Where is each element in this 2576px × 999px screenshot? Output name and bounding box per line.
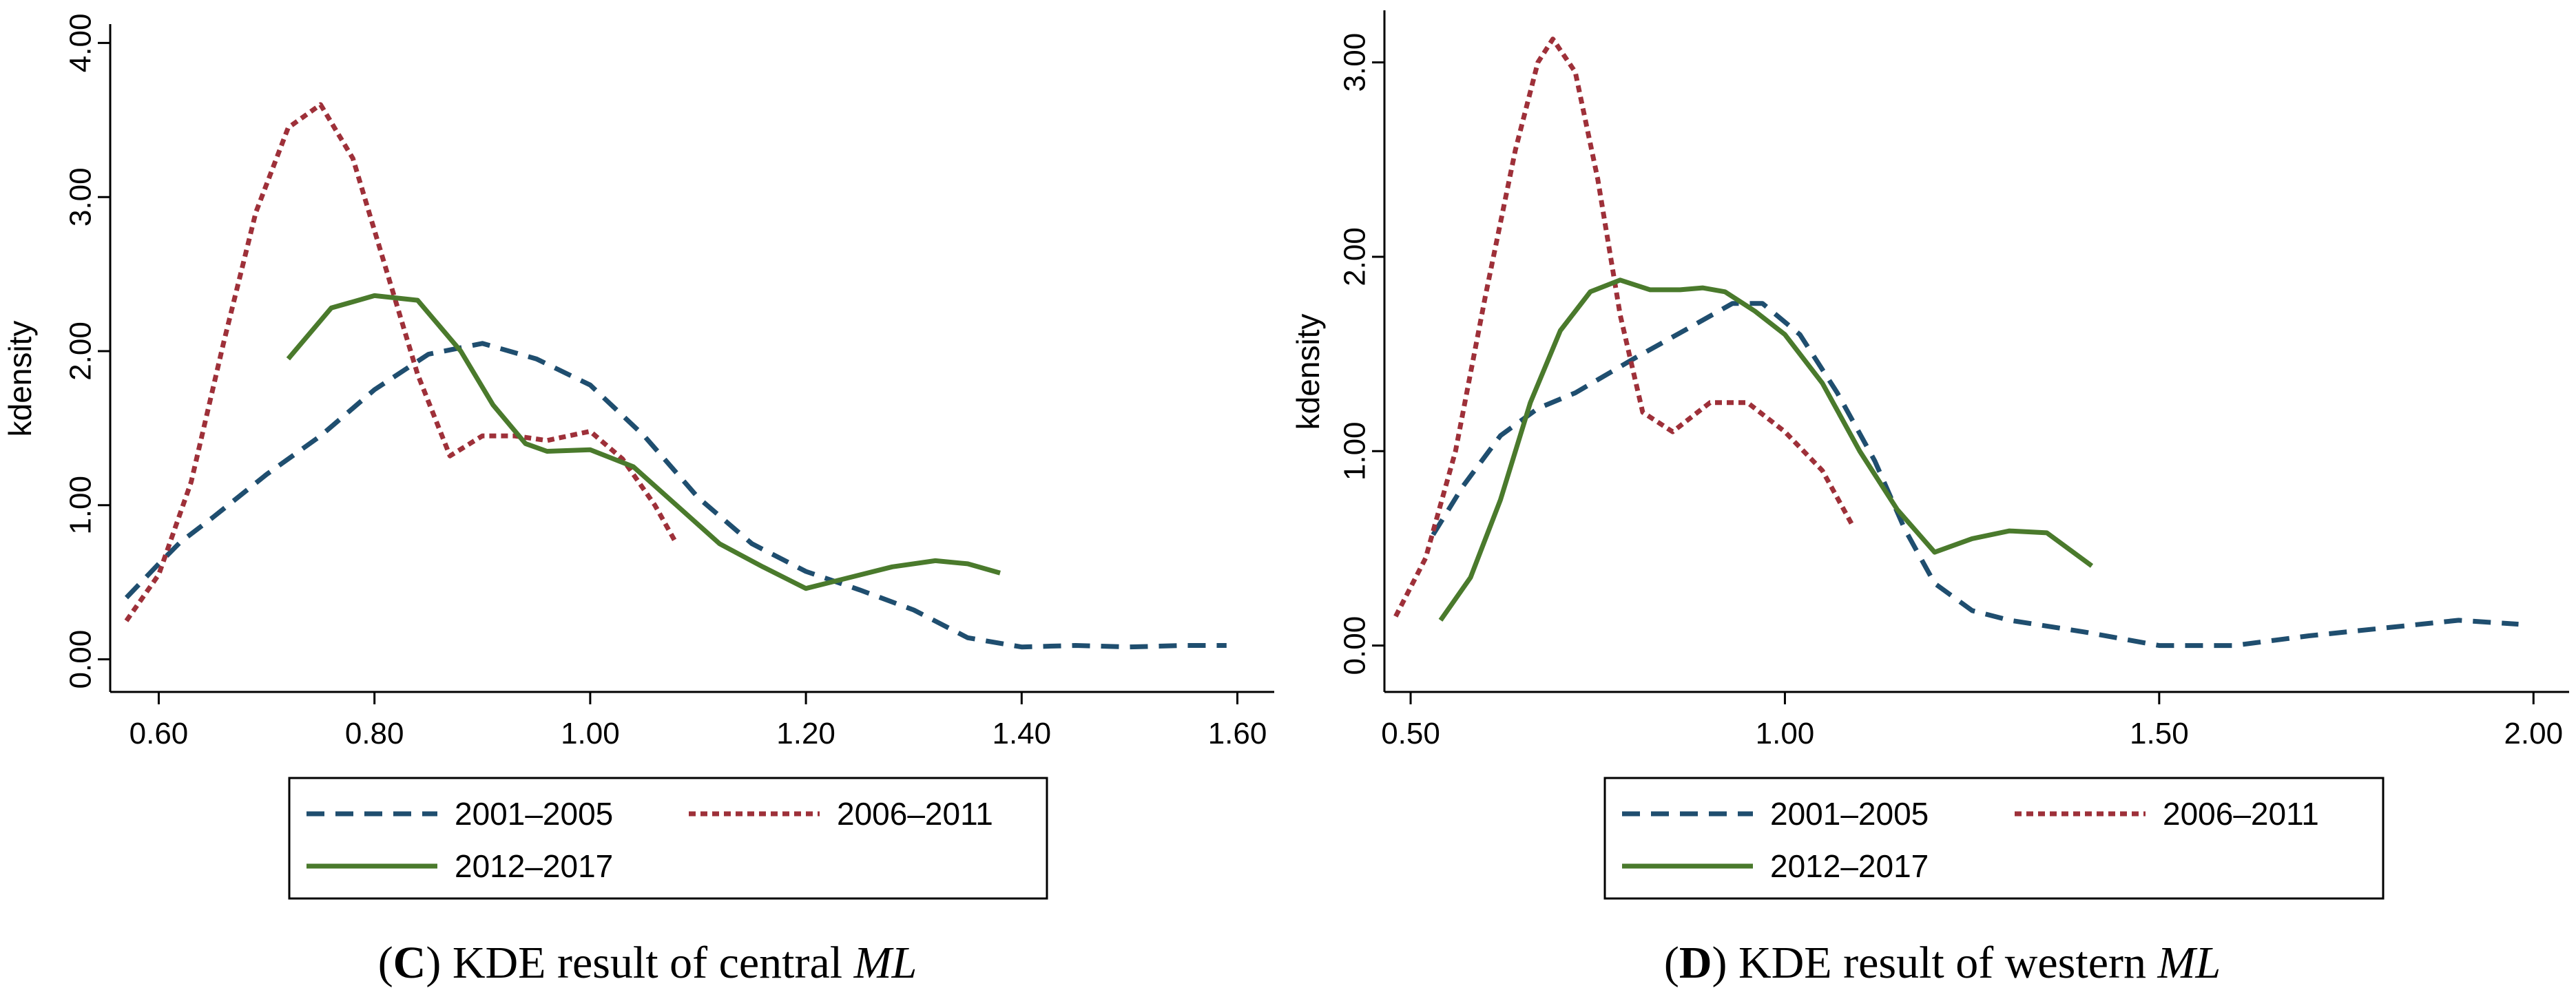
chart-caption: (D) KDE result of western ML — [1664, 938, 2221, 988]
y-tick-label: 4.00 — [64, 14, 98, 73]
series-line-1 — [1431, 301, 2519, 649]
caption-italic: ML — [853, 938, 917, 988]
legend-label-3: 2012–2017 — [1770, 848, 1929, 884]
legend-label-2: 2006–2011 — [2163, 796, 2319, 832]
x-tick-label: 1.50 — [2130, 717, 2189, 750]
caption-italic: ML — [2157, 938, 2221, 988]
legend: 2001–2005 2006–2011 2012–2017 — [288, 777, 1048, 900]
series-line-2 — [124, 102, 679, 622]
caption-letter: D — [1679, 938, 1712, 988]
series-line-2 — [1393, 36, 1855, 618]
legend-box — [1603, 777, 2385, 900]
caption-open: ( — [378, 938, 393, 988]
series-line-1 — [124, 341, 1227, 650]
y-tick-label: 0.00 — [1338, 616, 1372, 675]
caption-close: ) — [1712, 938, 1727, 988]
caption-open: ( — [1664, 938, 1679, 988]
x-tick-label: 0.60 — [129, 717, 189, 750]
y-tick-label: 1.00 — [64, 476, 98, 535]
caption-letter: C — [393, 938, 426, 988]
y-tick-label: 1.00 — [1338, 421, 1372, 481]
legend-label-1: 2001–2005 — [455, 796, 613, 832]
x-tick-label: 1.00 — [1756, 717, 1815, 750]
x-tick-label: 0.50 — [1381, 717, 1440, 750]
y-axis-label: kdensity — [1290, 314, 1326, 430]
y-tick-label: 0.00 — [64, 630, 98, 689]
x-tick-label: 1.20 — [776, 717, 835, 750]
legend-label-2: 2006–2011 — [837, 796, 993, 832]
x-tick-label: 1.60 — [1208, 717, 1267, 750]
y-tick-label: 3.00 — [1338, 33, 1372, 92]
legend-label-1: 2001–2005 — [1770, 796, 1929, 832]
chart-panel-C: 0.00 1.00 2.00 3.00 4.00 0.60 0.80 1.00 1.20 1.40… — [2, 14, 1274, 988]
caption-text: KDE result of central — [441, 938, 853, 988]
legend-box — [288, 777, 1048, 900]
y-tick-label: 3.00 — [64, 167, 98, 227]
y-tick-label: 2.00 — [64, 322, 98, 381]
caption-close: ) — [426, 938, 441, 988]
chart-panel-D: 0.00 1.00 2.00 3.00 0.50 1.00 1.50 2.00 kdensity… — [1290, 10, 2569, 988]
chart-caption: (C) KDE result of central ML — [378, 938, 917, 988]
series-line-3 — [286, 293, 1001, 591]
y-tick-label: 2.00 — [1338, 227, 1372, 286]
caption-text: KDE result of western — [1727, 938, 2157, 988]
legend-label-3: 2012–2017 — [455, 848, 613, 884]
x-tick-label: 2.00 — [2504, 717, 2563, 750]
y-axis-label: kdensity — [2, 321, 38, 437]
x-tick-label: 0.80 — [345, 717, 404, 750]
x-tick-label: 1.00 — [561, 717, 620, 750]
legend: 2001–2005 2006–2011 2012–2017 — [1603, 777, 2385, 900]
x-tick-label: 1.40 — [992, 717, 1051, 750]
series-line-3 — [1438, 277, 2094, 622]
